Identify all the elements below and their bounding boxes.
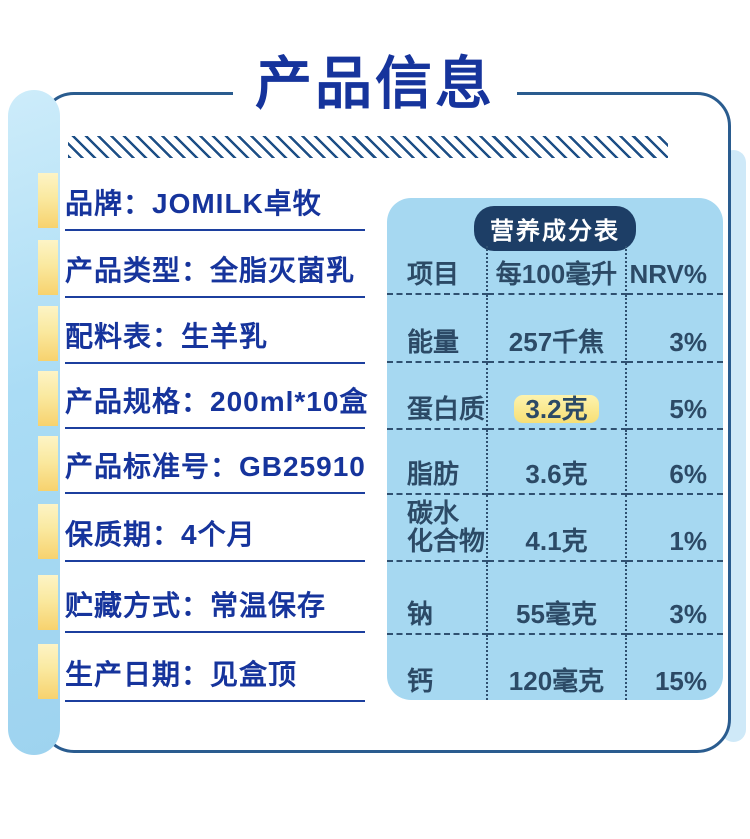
yellow-tab-marker [38, 306, 58, 361]
nutrition-item-name: 钠 [387, 562, 488, 635]
nutrition-table-title: 营养成分表 [474, 206, 636, 251]
yellow-tab-marker [38, 240, 58, 295]
nutrition-column-header: NRV% [627, 246, 723, 295]
product-attribute-row: 产品类型：全脂灭菌乳 [65, 238, 365, 298]
nutrition-item-value: 4.1克 [488, 495, 627, 562]
yellow-tab-marker [38, 504, 58, 559]
product-attribute-text: 保质期：4个月 [65, 519, 256, 550]
product-attribute-row: 生产日期：见盒顶 [65, 642, 365, 702]
hatch-divider [68, 136, 668, 158]
nutrition-item-value: 3.2克 [488, 363, 627, 430]
yellow-tab-marker [38, 575, 58, 630]
yellow-tab-marker [38, 436, 58, 491]
nutrition-item-nrv: 15% [654, 665, 707, 696]
product-attribute-row: 配料表：生羊乳 [65, 304, 365, 364]
product-attribute-row: 产品规格：200ml*10盒 [65, 369, 369, 429]
nutrition-item-name: 蛋白质 [387, 363, 488, 430]
product-attribute-row: 贮藏方式：常温保存 [65, 573, 365, 633]
nutrition-item-nrv: 5% [627, 363, 723, 430]
nutrition-item-value: 120毫克 [488, 635, 627, 700]
nutrition-item-nrv: 3% [627, 562, 723, 635]
product-attribute-text: 生产日期：见盒顶 [65, 659, 298, 690]
yellow-tab-marker [38, 371, 58, 426]
nutrition-item-nrv: 6% [627, 430, 723, 495]
nutrition-item-name: 碳水 化合物 [387, 495, 488, 562]
nutrition-item-nrv: 1% [627, 495, 723, 562]
product-attribute-text: 贮藏方式：常温保存 [65, 590, 327, 621]
product-attribute-row: 产品标准号：GB25910 [65, 434, 365, 494]
product-attribute-text: 产品规格：200ml*10盒 [65, 386, 369, 417]
nutrition-item-name: 能量 [387, 295, 488, 363]
product-attribute-text: 配料表：生羊乳 [65, 321, 269, 352]
nutrition-item-value: 55毫克 [488, 562, 627, 635]
nutrition-item-nrv: 3% [627, 295, 723, 363]
page-title: 产品信息 [233, 52, 517, 118]
nutrition-item-value: 257千焦 [488, 295, 627, 363]
nutrition-item-name: 脂肪 [387, 430, 488, 495]
product-attribute-text: 产品标准号：GB25910 [65, 451, 366, 482]
nutrition-grid: 项目 每100毫升 NRV% 能量 257千焦 3% 蛋白质 3.2克 5% 脂肪 3.6克 6% 碳水… [387, 246, 723, 700]
highlighted-value: 3.2克 [514, 395, 599, 423]
nutrition-item-name: 钙 [387, 635, 488, 700]
product-attribute-row: 保质期：4个月 [65, 502, 365, 562]
value-text: 55毫克 [516, 598, 597, 629]
nutrition-table: 营养成分表 项目 每100毫升 NRV% 能量 257千焦 3% 蛋白质 3.2克 5% 脂肪 3.… [387, 198, 723, 700]
value-text: 4.1克 [525, 525, 588, 556]
product-attribute-row: 品牌：JOMILK卓牧 [65, 171, 365, 231]
nutrition-column-header: 项目 [387, 246, 488, 295]
yellow-tab-marker [38, 173, 58, 228]
nutrition-item-value: 3.6克 [488, 430, 627, 495]
value-text: 257千焦 [508, 326, 605, 357]
value-text: 3.6克 [525, 458, 588, 489]
value-text: 120毫克 [508, 665, 605, 696]
product-attribute-text: 品牌：JOMILK卓牧 [65, 188, 322, 219]
yellow-tab-marker [38, 644, 58, 699]
product-attribute-text: 产品类型：全脂灭菌乳 [65, 255, 356, 286]
nutrition-column-header: 每100毫升 [488, 246, 627, 295]
